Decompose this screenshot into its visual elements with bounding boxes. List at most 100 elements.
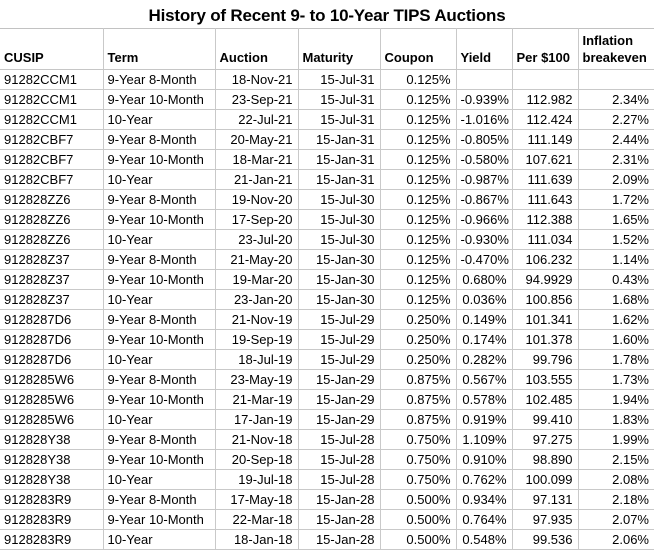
cell-auction: 21-Mar-19 [215,389,299,410]
cell-coupon: 0.125% [380,89,457,110]
cell-term: 10-Year [103,409,216,430]
cell-per-100: 101.378 [512,329,579,350]
cell-breakeven: 2.18% [578,489,654,510]
cell-maturity: 15-Jan-29 [298,389,381,410]
cell-coupon: 0.125% [380,109,457,130]
cell-auction: 19-Mar-20 [215,269,299,290]
cell-yield: 0.036% [456,289,513,310]
cell-per-100: 98.890 [512,449,579,470]
cell-cusip: 91282CBF7 [0,129,104,150]
cell-cusip: 912828Z37 [0,289,104,310]
cell-yield: 0.934% [456,489,513,510]
cell-yield: 0.567% [456,369,513,390]
cell-cusip: 9128283R9 [0,509,104,530]
table-row: 91282CBF7 10-Year 21-Jan-21 15-Jan-31 0.125%… [0,169,654,190]
cell-term: 9-Year 8-Month [103,369,216,390]
cell-per-100: 102.485 [512,389,579,410]
cell-maturity: 15-Jan-31 [298,129,381,150]
cell-cusip: 912828ZZ6 [0,209,104,230]
cell-cusip: 912828ZZ6 [0,229,104,250]
cell-cusip: 912828Y38 [0,469,104,490]
cell-cusip: 9128283R9 [0,489,104,510]
cell-coupon: 0.125% [380,249,457,270]
cell-cusip: 912828Y38 [0,449,104,470]
cell-auction: 23-Sep-21 [215,89,299,110]
table-row: 91282CCM1 10-Year 22-Jul-21 15-Jul-31 0.125%… [0,109,654,130]
cell-term: 9-Year 10-Month [103,209,216,230]
cell-auction: 17-May-18 [215,489,299,510]
cell-term: 10-Year [103,529,216,550]
cell-cusip: 9128287D6 [0,349,104,370]
table-row: 912828Z37 9-Year 8-Month 21-May-20 15-Jan-3… [0,249,654,270]
cell-yield: 0.910% [456,449,513,470]
cell-per-100: 100.099 [512,469,579,490]
cell-auction: 19-Sep-19 [215,329,299,350]
cell-auction: 18-Mar-21 [215,149,299,170]
table-row: 9128287D6 9-Year 10-Month 19-Sep-19 15-Jul-… [0,329,654,350]
cell-coupon: 0.125% [380,229,457,250]
cell-auction: 19-Nov-20 [215,189,299,210]
cell-coupon: 0.125% [380,289,457,310]
cell-maturity: 15-Jan-28 [298,509,381,530]
cell-maturity: 15-Jul-28 [298,429,381,450]
cell-coupon: 0.750% [380,429,457,450]
cell-coupon: 0.250% [380,329,457,350]
cell-cusip: 9128287D6 [0,309,104,330]
column-header-yield: Yield [456,28,513,70]
cell-cusip: 912828Y38 [0,429,104,450]
cell-coupon: 0.125% [380,169,457,190]
cell-term: 9-Year 10-Month [103,149,216,170]
cell-per-100: 101.341 [512,309,579,330]
cell-breakeven: 1.94% [578,389,654,410]
cell-auction: 23-Jul-20 [215,229,299,250]
cell-cusip: 9128285W6 [0,369,104,390]
cell-per-100: 99.796 [512,349,579,370]
cell-yield: -0.470% [456,249,513,270]
cell-per-100: 111.034 [512,229,579,250]
cell-per-100: 111.643 [512,189,579,210]
cell-term: 9-Year 10-Month [103,89,216,110]
cell-yield: -0.580% [456,149,513,170]
cell-term: 10-Year [103,109,216,130]
cell-auction: 22-Jul-21 [215,109,299,130]
cell-per-100: 103.555 [512,369,579,390]
cell-breakeven: 1.78% [578,349,654,370]
cell-coupon: 0.125% [380,209,457,230]
cell-maturity: 15-Jan-31 [298,169,381,190]
cell-term: 9-Year 8-Month [103,69,216,90]
cell-coupon: 0.125% [380,69,457,90]
cell-cusip: 91282CBF7 [0,149,104,170]
cell-cusip: 9128285W6 [0,409,104,430]
cell-auction: 21-Jan-21 [215,169,299,190]
cell-term: 10-Year [103,169,216,190]
cell-breakeven: 0.43% [578,269,654,290]
cell-breakeven: 2.09% [578,169,654,190]
cell-auction: 23-May-19 [215,369,299,390]
table-row: 9128287D6 10-Year 18-Jul-19 15-Jul-29 0.250%… [0,349,654,370]
cell-breakeven: 1.52% [578,229,654,250]
cell-maturity: 15-Jan-30 [298,269,381,290]
cell-breakeven: 1.62% [578,309,654,330]
cell-term: 9-Year 10-Month [103,269,216,290]
header-row: CUSIP Term Auction Maturity Coupon Yield Per $… [0,28,654,70]
cell-yield: -0.930% [456,229,513,250]
table-row: 9128285W6 10-Year 17-Jan-19 15-Jan-29 0.875%… [0,409,654,430]
cell-maturity: 15-Jul-28 [298,449,381,470]
cell-breakeven: 1.72% [578,189,654,210]
cell-term: 10-Year [103,289,216,310]
cell-auction: 18-Jul-19 [215,349,299,370]
tips-auctions-table: CUSIP Term Auction Maturity Coupon Yield Per $… [0,28,654,550]
cell-cusip: 91282CCM1 [0,89,104,110]
cell-yield: -0.966% [456,209,513,230]
cell-auction: 21-Nov-19 [215,309,299,330]
table-row: 9128287D6 9-Year 8-Month 21-Nov-19 15-Jul-2… [0,309,654,330]
cell-coupon: 0.500% [380,509,457,530]
cell-coupon: 0.875% [380,389,457,410]
cell-breakeven: 2.07% [578,509,654,530]
cell-cusip: 912828ZZ6 [0,189,104,210]
cell-per-100: 99.410 [512,409,579,430]
cell-auction: 23-Jan-20 [215,289,299,310]
column-header-auction: Auction [215,28,299,70]
cell-breakeven: 1.14% [578,249,654,270]
cell-coupon: 0.250% [380,349,457,370]
